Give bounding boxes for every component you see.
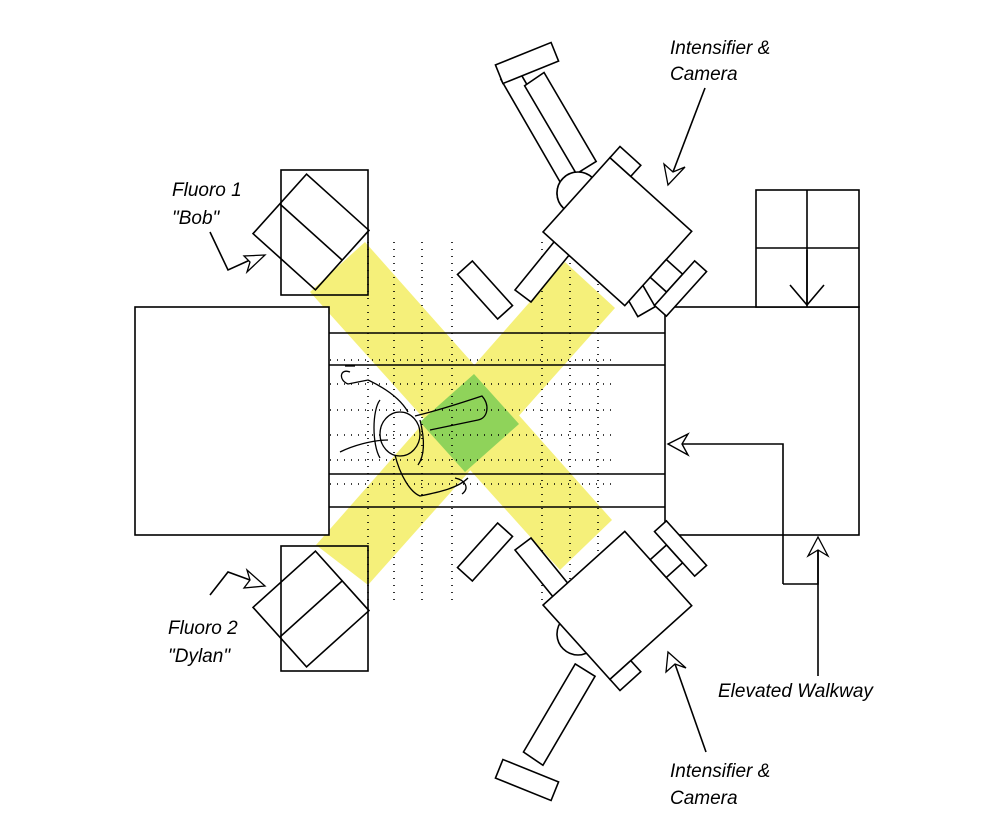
- subject-figure: [339, 365, 488, 497]
- intensifier-top-arms: [456, 41, 708, 321]
- xray-beams: [310, 242, 615, 585]
- arrow-walkway-icon: [806, 535, 830, 558]
- left-platform: [134, 306, 330, 536]
- fluoro1-unit: [251, 169, 371, 296]
- arrow-fluoro2-icon: [242, 567, 267, 589]
- beam-overlap: [420, 374, 519, 472]
- fluoro2-label-line2: "Dylan": [168, 646, 231, 667]
- walkway-label: Elevated Walkway: [718, 681, 874, 702]
- intensifier-bottom-label-line2: Camera: [670, 788, 738, 809]
- arrow-left-icon: [666, 432, 690, 457]
- leader-arrows: [209, 87, 830, 753]
- labels: Fluoro 1 "Bob" Fluoro 2 "Dylan" Intensif…: [168, 38, 874, 809]
- intensifier-top-label-line1: Intensifier &: [670, 38, 770, 59]
- fluoro1-label-line2: "Bob": [172, 208, 221, 229]
- right-platform: [664, 306, 860, 536]
- intensifier-top-label-line2: Camera: [670, 64, 738, 85]
- stairs: [755, 189, 860, 308]
- arrow-fluoro1-icon: [242, 254, 267, 275]
- intensifier-bottom-label-line1: Intensifier &: [670, 761, 770, 782]
- fluoro2-label-line1: Fluoro 2: [168, 618, 238, 639]
- arrow-intensifier-top-icon: [663, 162, 686, 187]
- intensifier-bottom-arms: [456, 519, 708, 802]
- arrow-intensifier-bottom-icon: [665, 650, 687, 674]
- fluoro1-label-line1: Fluoro 1: [172, 180, 242, 201]
- fluoro2-unit: [251, 545, 371, 672]
